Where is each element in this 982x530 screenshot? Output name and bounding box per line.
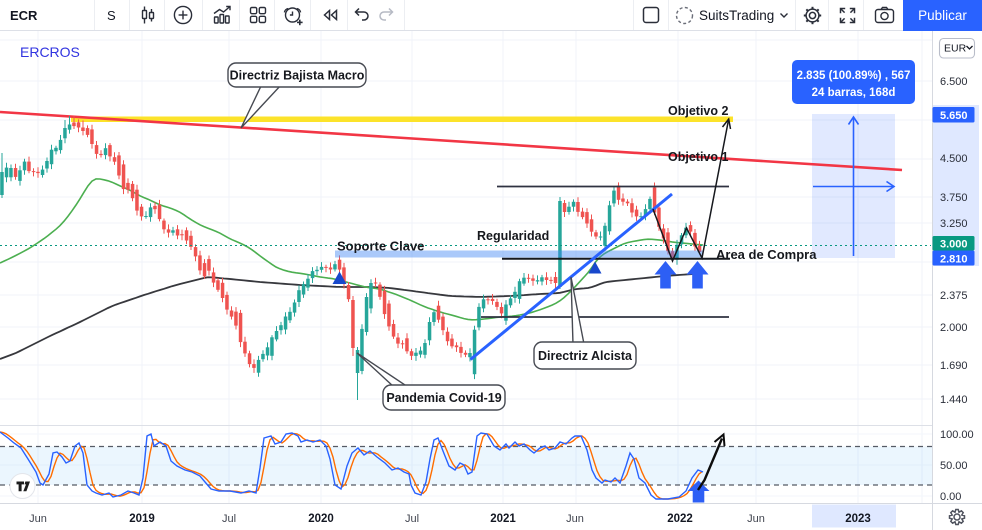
svg-text:2.000: 2.000 [940, 322, 968, 334]
svg-text:2.810: 2.810 [940, 254, 968, 266]
svg-text:EUR: EUR [944, 43, 967, 55]
svg-text:1.690: 1.690 [940, 360, 968, 372]
svg-text:Area de Compra: Area de Compra [716, 247, 817, 262]
svg-text:Objetivo 2: Objetivo 2 [668, 104, 728, 118]
svg-text:2023: 2023 [845, 513, 871, 525]
svg-text:Objetivo 1: Objetivo 1 [668, 150, 728, 164]
svg-text:Regularidad: Regularidad [477, 229, 549, 243]
svg-text:Soporte Clave: Soporte Clave [337, 239, 424, 254]
svg-text:3.750: 3.750 [940, 192, 968, 204]
svg-text:2.835 (100.89%) , 567: 2.835 (100.89%) , 567 [797, 70, 911, 82]
svg-text:1.440: 1.440 [940, 394, 968, 406]
svg-text:24 barras, 168d: 24 barras, 168d [812, 87, 896, 99]
svg-text:0.00: 0.00 [940, 491, 961, 503]
svg-text:2021: 2021 [490, 513, 516, 525]
svg-text:Jun: Jun [747, 513, 765, 525]
svg-text:Jul: Jul [405, 513, 419, 525]
svg-text:3.000: 3.000 [940, 239, 968, 251]
svg-text:Jun: Jun [29, 513, 47, 525]
svg-text:2019: 2019 [129, 513, 155, 525]
svg-text:2020: 2020 [308, 513, 334, 525]
svg-text:2022: 2022 [667, 513, 693, 525]
svg-text:100.00: 100.00 [940, 429, 974, 441]
svg-text:6.500: 6.500 [940, 76, 968, 88]
svg-text:3.250: 3.250 [940, 218, 968, 230]
svg-text:Pandemia Covid-19: Pandemia Covid-19 [386, 391, 501, 405]
svg-text:Directriz Alcista: Directriz Alcista [538, 349, 633, 363]
svg-text:Jun: Jun [566, 513, 584, 525]
svg-text:Jul: Jul [222, 513, 236, 525]
svg-text:2.375: 2.375 [940, 290, 968, 302]
svg-text:5.650: 5.650 [940, 110, 968, 122]
svg-text:Directriz Bajista Macro: Directriz Bajista Macro [230, 69, 365, 83]
svg-text:ERCROS: ERCROS [20, 44, 80, 60]
svg-text:50.00: 50.00 [940, 460, 968, 472]
svg-text:4.500: 4.500 [940, 153, 968, 165]
